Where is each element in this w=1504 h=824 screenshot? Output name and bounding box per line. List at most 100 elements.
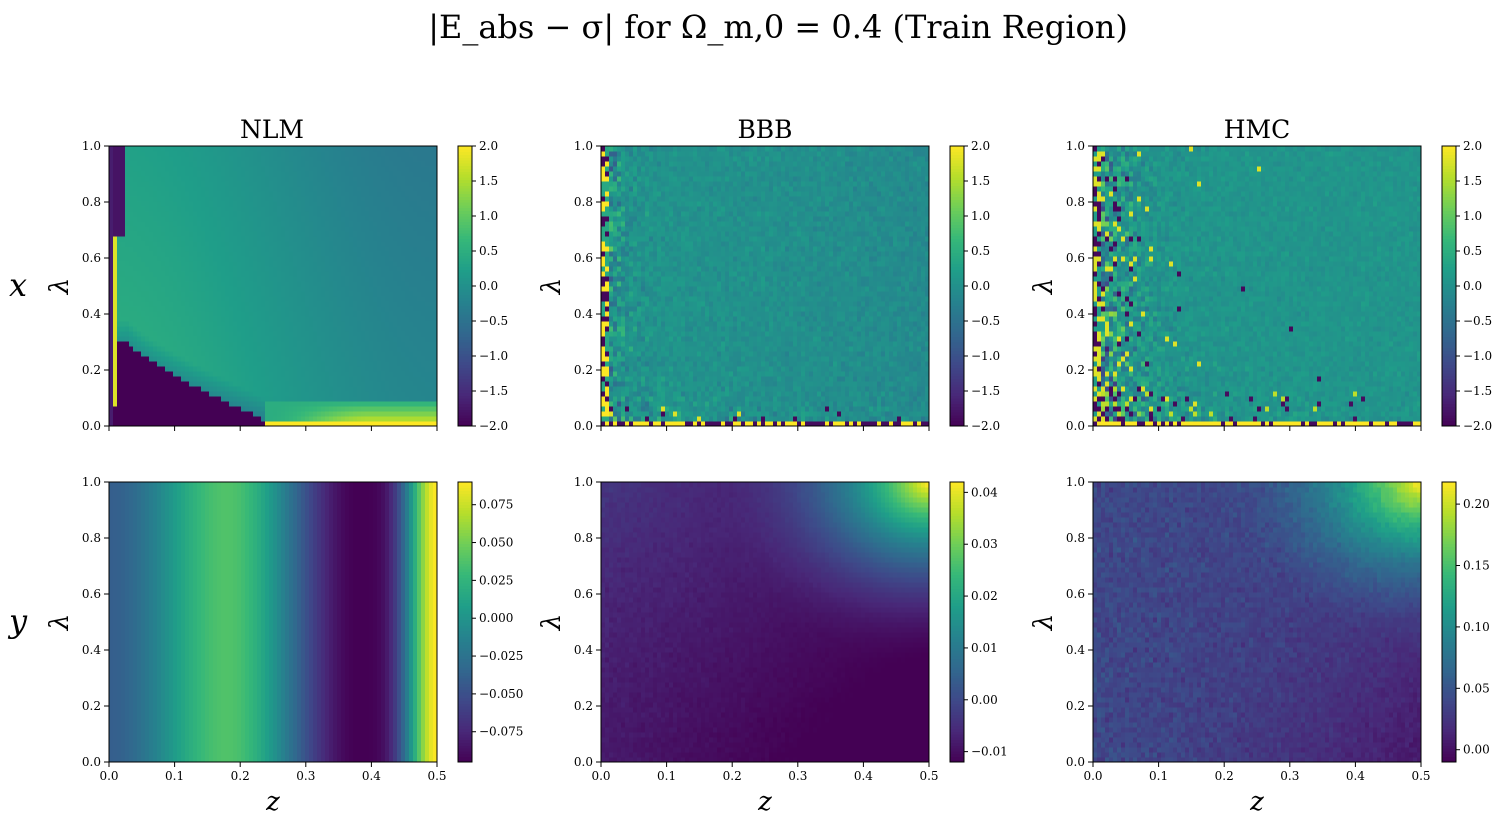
heatmap-cell xyxy=(121,366,126,372)
heatmap-cell xyxy=(213,401,218,407)
heatmap-cell xyxy=(169,366,174,372)
heatmap-cell xyxy=(361,251,366,257)
heatmap-cell xyxy=(341,346,346,352)
heatmap-cell xyxy=(177,271,182,277)
heatmap-cell xyxy=(121,371,126,377)
heatmap-cell xyxy=(253,356,258,362)
heatmap-cell xyxy=(213,361,218,367)
heatmap-cell xyxy=(373,281,378,287)
heatmap-cell xyxy=(333,411,338,417)
heatmap-cell xyxy=(117,256,122,262)
heatmap-cell xyxy=(153,381,158,387)
heatmap-cell xyxy=(113,246,118,252)
heatmap-cell xyxy=(121,271,126,277)
heatmap-cell xyxy=(365,391,370,397)
heatmap-cell xyxy=(201,406,206,412)
heatmap-cell xyxy=(385,226,390,232)
heatmap-cell xyxy=(189,271,194,277)
heatmap-cell xyxy=(237,361,242,367)
heatmap-cell xyxy=(369,366,374,372)
heatmap-cell xyxy=(161,371,166,377)
heatmap-cell xyxy=(109,366,114,372)
heatmap-cell xyxy=(393,311,398,317)
heatmap-cell xyxy=(393,386,398,392)
heatmap-cell xyxy=(361,226,366,232)
heatmap-cell xyxy=(181,281,186,287)
heatmap-cell xyxy=(301,396,306,402)
heatmap-cell xyxy=(265,391,270,397)
heatmap-cell xyxy=(285,391,290,397)
heatmap-cell xyxy=(249,291,254,297)
heatmap-cell xyxy=(309,226,314,232)
heatmap-cell xyxy=(157,361,162,367)
heatmap-cell xyxy=(321,296,326,302)
heatmap-cell xyxy=(193,226,198,232)
heatmap-cell xyxy=(201,386,206,392)
heatmap-cell xyxy=(153,251,158,257)
heatmap-cell xyxy=(125,281,130,287)
heatmap-cell xyxy=(297,296,302,302)
heatmap-cell xyxy=(377,396,382,402)
heatmap-cell xyxy=(385,291,390,297)
heatmap-cell xyxy=(333,381,338,387)
heatmap-cell xyxy=(237,376,242,382)
heatmap-cell xyxy=(369,381,374,387)
heatmap-cell xyxy=(381,331,386,337)
heatmap-cell xyxy=(309,311,314,317)
heatmap-cell xyxy=(341,276,346,282)
heatmap-cell xyxy=(157,271,162,277)
heatmap-cell xyxy=(165,331,170,337)
heatmap-cell xyxy=(409,336,414,342)
heatmap-cell xyxy=(233,316,238,322)
heatmap-cell xyxy=(261,381,266,387)
heatmap-cell xyxy=(197,296,202,302)
heatmap-cell xyxy=(349,236,354,242)
heatmap-cell xyxy=(409,351,414,357)
heatmap-cell xyxy=(233,401,238,407)
heatmap-cell xyxy=(169,361,174,367)
heatmap-cell xyxy=(213,256,218,262)
heatmap-cell xyxy=(109,341,114,347)
heatmap-cell xyxy=(273,331,278,337)
heatmap-cell xyxy=(417,241,422,247)
heatmap-cell xyxy=(173,286,178,292)
heatmap-cell xyxy=(149,276,154,282)
heatmap-cell xyxy=(205,401,210,407)
heatmap-cell xyxy=(117,291,122,297)
heatmap-cell xyxy=(193,396,198,402)
heatmap-cell xyxy=(153,376,158,382)
heatmap-cell xyxy=(409,411,414,417)
heatmap-cell xyxy=(277,321,282,327)
heatmap-cell xyxy=(249,336,254,342)
heatmap-cell xyxy=(249,236,254,242)
heatmap-cell xyxy=(349,341,354,347)
heatmap-cell xyxy=(129,336,134,342)
heatmap-cell xyxy=(281,321,286,327)
heatmap-cell xyxy=(353,341,358,347)
heatmap-cell xyxy=(401,336,406,342)
heatmap-cell xyxy=(117,376,122,382)
heatmap-cell xyxy=(405,336,410,342)
heatmap-cell xyxy=(417,346,422,352)
heatmap-cell xyxy=(393,316,398,322)
heatmap-cell xyxy=(265,266,270,272)
heatmap-cell xyxy=(285,296,290,302)
heatmap-cell xyxy=(325,391,330,397)
heatmap-cell xyxy=(289,321,294,327)
heatmap-cell xyxy=(225,226,230,232)
heatmap-cell xyxy=(145,366,150,372)
heatmap-cell xyxy=(309,301,314,307)
heatmap-cell xyxy=(197,356,202,362)
heatmap-cell xyxy=(241,406,246,412)
heatmap-cell xyxy=(337,396,342,402)
heatmap-cell xyxy=(205,396,210,402)
heatmap-cell xyxy=(349,256,354,262)
heatmap-cell xyxy=(405,231,410,237)
heatmap-cell xyxy=(169,356,174,362)
heatmap-cell xyxy=(229,411,234,417)
heatmap-cell xyxy=(245,316,250,322)
heatmap-cell xyxy=(157,256,162,262)
heatmap-cell xyxy=(353,306,358,312)
heatmap-cell xyxy=(349,401,354,407)
heatmap-cell xyxy=(129,301,134,307)
